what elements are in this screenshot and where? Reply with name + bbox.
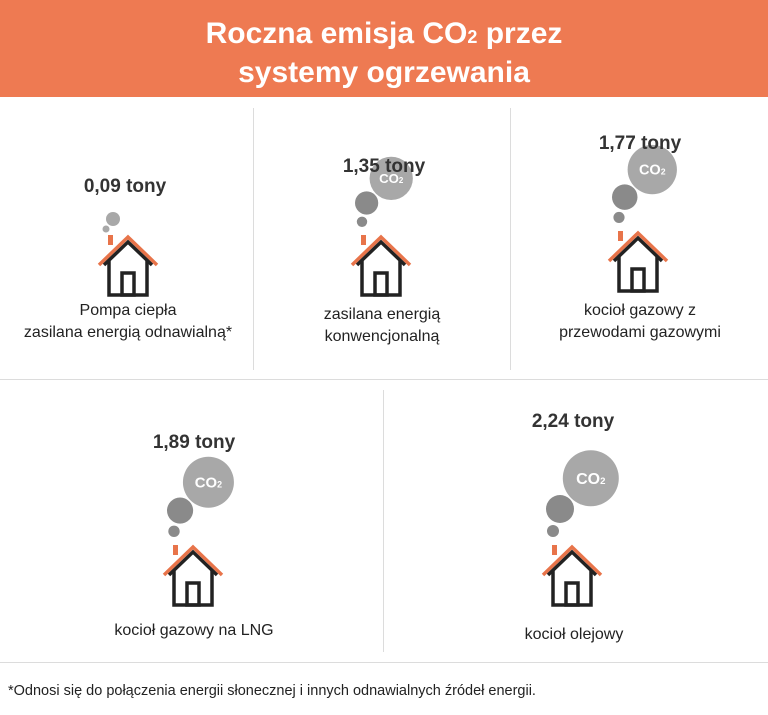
house-icon	[107, 261, 149, 297]
value-label: 1,89 tony	[152, 432, 236, 453]
house-roof-line	[167, 549, 219, 577]
door-icon	[185, 581, 201, 607]
house-roof-line	[546, 549, 598, 577]
roof-icon	[350, 234, 412, 267]
value-label: 1,77 tony	[598, 133, 682, 154]
smoke-puff	[167, 497, 194, 524]
category-label: kocioł gazowy na LNG	[114, 622, 274, 639]
smoke-puff	[546, 495, 574, 523]
divider	[383, 390, 384, 652]
category-label: zasilana energią konwencjonalną	[323, 306, 441, 345]
smoke-puff	[612, 184, 638, 210]
roof-icon	[97, 234, 159, 267]
category-label: kocioł olejowy	[524, 626, 624, 643]
door-icon	[564, 581, 580, 607]
divider	[510, 108, 511, 370]
chimney-icon	[618, 231, 623, 241]
co2-cloud	[182, 456, 234, 508]
door-icon	[120, 271, 136, 297]
smoke-puff	[168, 525, 180, 537]
roof-icon	[607, 230, 669, 263]
house-roof-line	[612, 235, 664, 263]
house-icon	[551, 571, 593, 607]
co2-label: CO2	[195, 475, 222, 491]
title-banner: Roczna emisja CO2 przez systemy ogrzewan…	[0, 0, 768, 97]
value-label: 1,35 tony	[342, 156, 426, 177]
smoke-puff	[102, 225, 110, 233]
roof-icon	[162, 544, 224, 577]
co2-cloud	[562, 450, 619, 507]
chimney-icon	[108, 235, 113, 245]
house-roof-line	[102, 239, 154, 267]
category-label: Pompa ciepła zasilana energią odnawialną*	[23, 302, 233, 341]
co2-label: CO2	[639, 163, 666, 179]
value-label: 0,09 tony	[83, 176, 167, 197]
door-icon	[373, 271, 389, 297]
divider	[0, 662, 768, 663]
smoke-puff	[355, 191, 379, 215]
house-icon	[172, 571, 214, 607]
chimney-icon	[173, 545, 178, 555]
roof-icon	[541, 544, 603, 577]
category-label: kocioł gazowy z przewodami gazowymi	[559, 302, 721, 341]
smoke-puff	[613, 211, 625, 224]
chart-title-line2: systemy ogrzewania	[238, 56, 530, 89]
smoke-puff	[547, 525, 559, 537]
chimney-icon	[361, 235, 366, 245]
chimney-icon	[552, 545, 557, 555]
value-label: 2,24 tony	[531, 411, 615, 432]
co2-label: CO2	[576, 471, 605, 488]
divider	[253, 108, 254, 370]
co2-cloud	[627, 144, 677, 195]
house-icon	[617, 257, 659, 293]
divider	[0, 379, 768, 380]
co2-label: CO2	[379, 171, 404, 186]
co2-cloud	[369, 156, 413, 201]
house-roof-line	[355, 239, 407, 267]
chart-title: Roczna emisja CO2 przez	[205, 17, 563, 50]
footnote: *Odnosi się do połączenia energii słonec…	[8, 683, 536, 699]
smoke-puff	[106, 212, 120, 226]
house-icon	[360, 261, 402, 297]
door-icon	[630, 267, 646, 293]
smoke-puff	[356, 216, 368, 228]
